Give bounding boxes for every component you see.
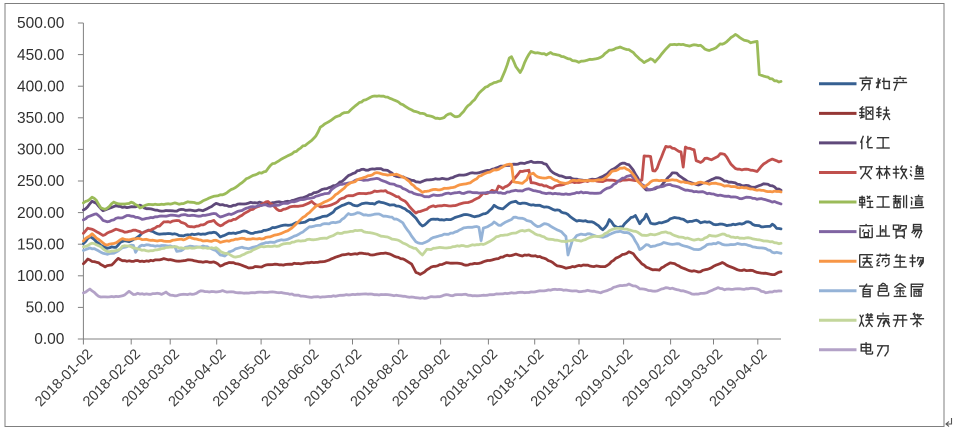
svg-text:100.00: 100.00: [17, 268, 65, 285]
svg-text:400.00: 400.00: [17, 78, 65, 95]
svg-text:350.00: 350.00: [17, 110, 65, 127]
svg-text:200.00: 200.00: [17, 205, 65, 222]
svg-text:50.00: 50.00: [26, 300, 65, 317]
svg-text:150.00: 150.00: [17, 236, 65, 253]
svg-text:500.00: 500.00: [17, 15, 65, 32]
svg-text:250.00: 250.00: [17, 173, 65, 190]
svg-text:300.00: 300.00: [17, 142, 65, 159]
svg-text:0.00: 0.00: [34, 331, 65, 348]
svg-text:450.00: 450.00: [17, 47, 65, 64]
